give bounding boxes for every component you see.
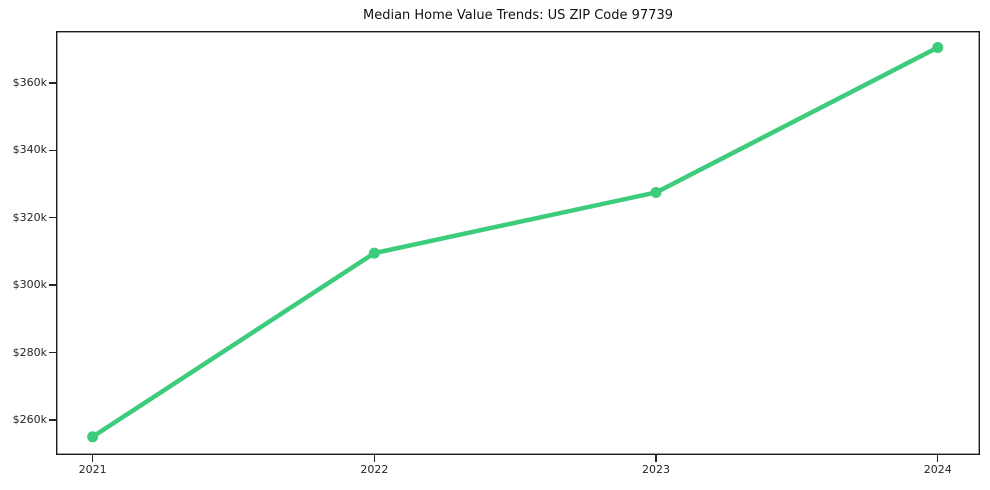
x-tick-label: 2024 (923, 463, 952, 476)
x-tick-mark (937, 455, 939, 462)
x-tick-mark (655, 455, 657, 462)
plot-frame (56, 31, 980, 455)
y-tick-mark (49, 351, 56, 354)
y-tick-mark (49, 149, 56, 151)
data-point-2023 (650, 186, 662, 198)
y-tick-label: $280k (12, 345, 47, 359)
data-point-2024 (932, 42, 944, 54)
chart-title: Median Home Value Trends: US ZIP Code 97… (362, 8, 673, 23)
line-chart-canvas (56, 31, 980, 455)
x-tick-mark (91, 455, 94, 462)
y-tick-label: $300k (12, 278, 47, 292)
x-tick-label: 2021 (78, 463, 107, 476)
y-tick-label: $260k (12, 412, 47, 426)
y-tick-mark (49, 284, 56, 286)
x-tick-mark (373, 455, 376, 462)
data-point-2021 (87, 431, 99, 443)
y-tick-mark (49, 419, 56, 421)
y-tick-mark (49, 217, 56, 219)
y-tick-label: $360k (12, 75, 47, 89)
y-tick-label: $340k (12, 143, 47, 157)
data-point-2022 (368, 247, 380, 259)
x-tick-label: 2022 (360, 463, 389, 476)
trend-line (90, 45, 940, 440)
y-tick-mark (49, 82, 56, 84)
x-tick-label: 2023 (642, 463, 671, 476)
plot-area (56, 31, 980, 455)
y-tick-label: $320k (12, 210, 47, 224)
